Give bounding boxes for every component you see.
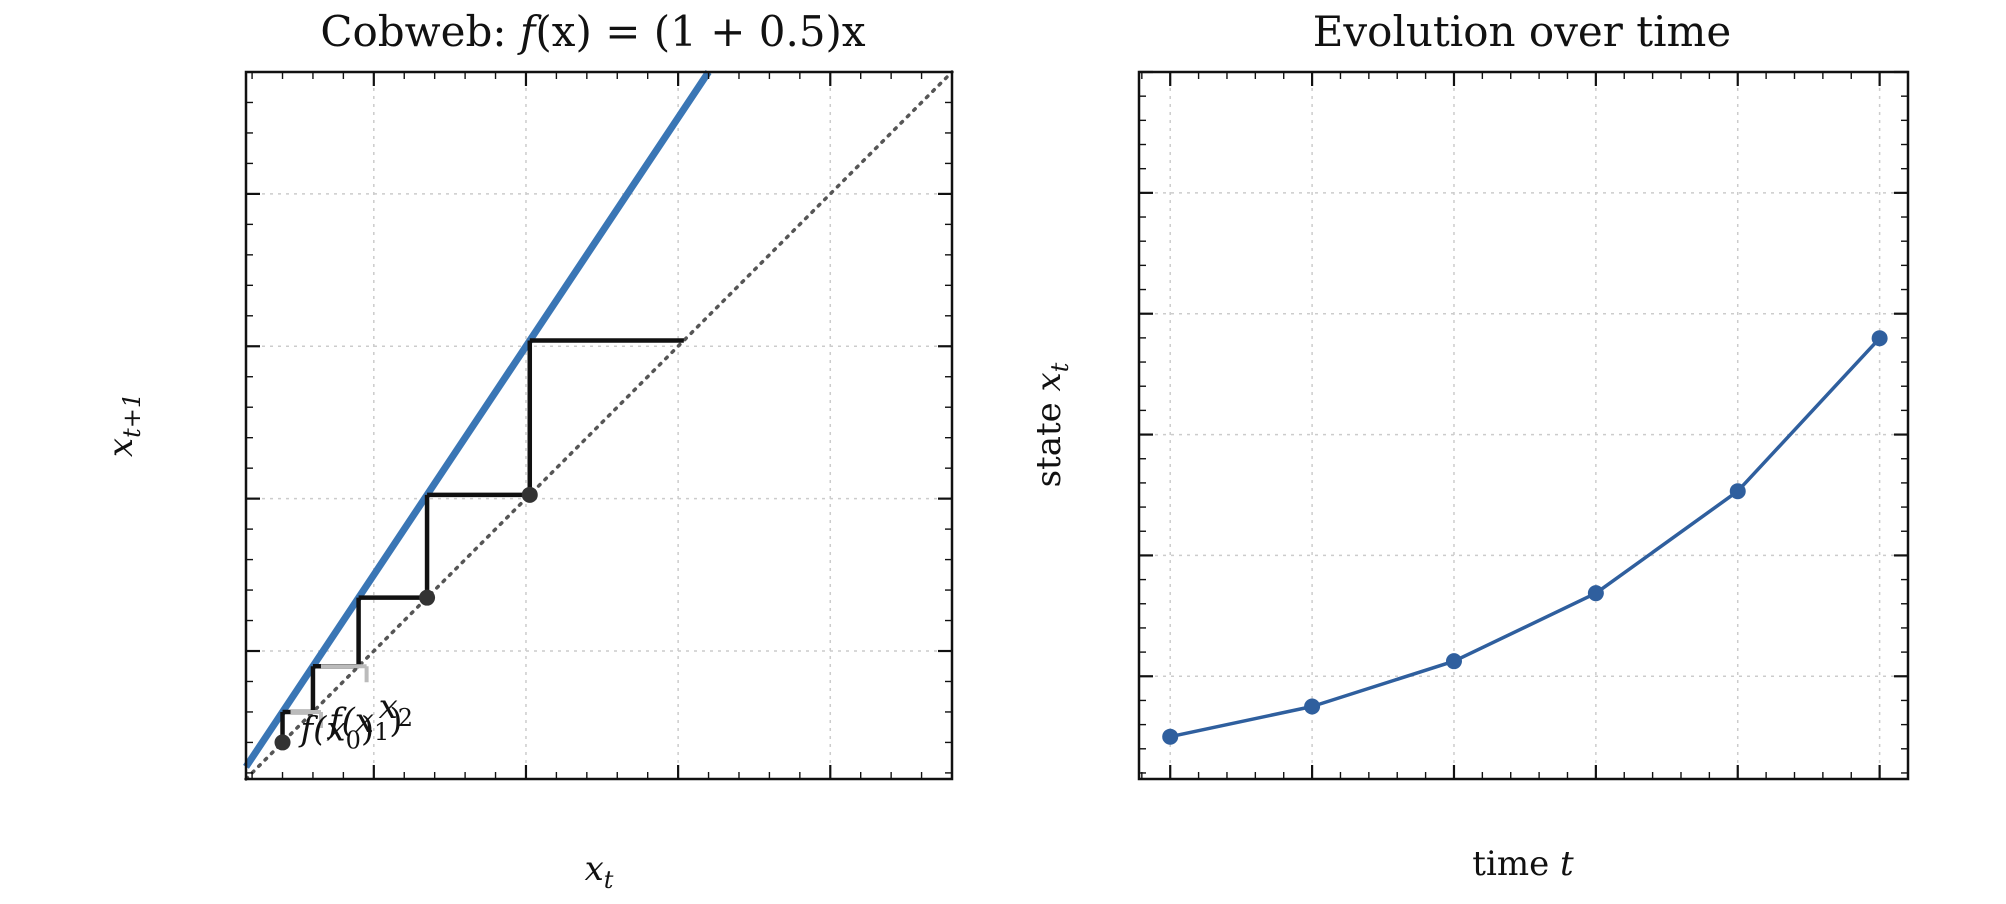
evolution-grid [1139,71,1908,779]
cobweb-annotation: f(x0) [298,709,375,754]
evolution-data-point [1871,330,1888,347]
evolution-title: Evolution over time [1313,7,1731,56]
cobweb-grid [246,72,952,779]
evolution-data-point [1729,483,1746,500]
cobweb-ticks [246,71,953,779]
cobweb-annotation: x2 [379,687,413,732]
cobweb-panel: Cobweb: f(x) = (1 + 0.5)x f(x0)f(x1)x2 x… [101,7,954,894]
evolution-series-line [1169,337,1881,739]
evolution-y-axis-label: state xt [1029,362,1074,487]
cobweb-point [419,589,436,606]
cobweb-x-axis-label: xt [585,849,614,894]
evolution-data-point [1304,698,1321,715]
cobweb-point [521,486,538,503]
cobweb-point [274,734,291,751]
map-line [243,70,712,769]
evolution-data-point [1445,653,1462,670]
identity-line [244,70,954,781]
evolution-plot-area [1162,330,1888,745]
evolution-ticks [1139,70,1909,779]
evolution-data-point [1587,585,1604,602]
evolution-axes-frame [1137,70,1910,781]
evolution-data-point [1162,728,1179,745]
evolution-x-axis-label: time t [1472,844,1574,884]
cobweb-annotation: f(x1) [326,701,403,746]
cobweb-y-axis-label: xt+1 [101,393,146,457]
cobweb-axes-frame [244,70,954,781]
cobweb-title: Cobweb: f(x) = (1 + 0.5)x [320,7,866,56]
evolution-panel: Evolution over time time t state xt [1029,7,1910,884]
cobweb-plot-area: f(x0)f(x1)x2 [243,70,954,781]
